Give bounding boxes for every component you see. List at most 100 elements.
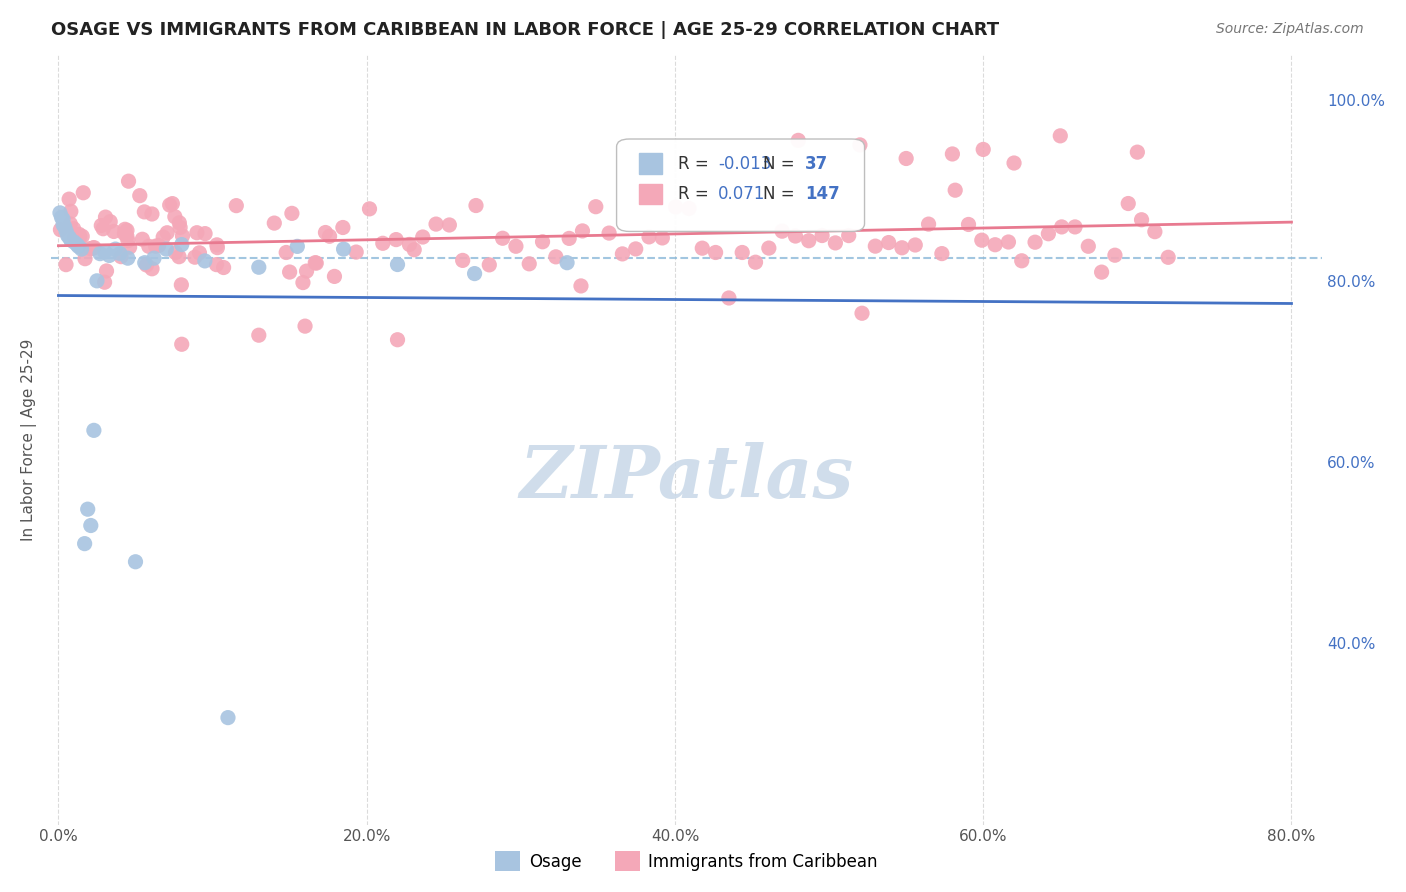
Point [167,250,190,264]
Point [690,241,713,255]
Point [131,232,153,246]
Point [295,264,318,278]
Point [212,260,235,275]
Point [1002,156,1025,170]
Point [997,235,1019,249]
Point [169,220,191,235]
Point [531,235,554,249]
Point [371,236,394,251]
Point [877,235,900,250]
Point [569,279,592,293]
Point [1091,265,1114,279]
Text: N =: N = [763,186,800,203]
Point [170,277,193,292]
Point [115,223,138,237]
Point [890,241,912,255]
Point [276,245,298,260]
Point [770,224,793,238]
Point [70,242,93,256]
Point [103,224,125,238]
Y-axis label: In Labor Force | Age 25-29: In Labor Force | Age 25-29 [21,338,37,541]
Point [387,258,409,272]
Point [1024,235,1046,250]
Point [285,239,308,253]
Point [148,238,170,252]
Text: R =: R = [678,186,714,203]
Point [291,276,314,290]
Point [263,216,285,230]
Point [170,337,193,351]
Point [1011,253,1033,268]
Point [585,200,607,214]
Point [117,251,139,265]
Point [904,238,927,252]
Point [278,265,301,279]
Point [145,239,167,253]
Point [318,229,340,244]
Point [838,228,860,243]
Point [141,261,163,276]
Point [115,229,138,244]
FancyBboxPatch shape [617,139,865,231]
Point [398,237,420,252]
Point [67,227,90,242]
Point [425,217,447,231]
Point [332,220,354,235]
Point [851,306,873,320]
Point [731,245,754,260]
Point [59,217,82,231]
Point [59,204,82,219]
Point [1038,227,1060,241]
Point [665,200,688,214]
Point [205,238,228,252]
Point [128,188,150,202]
Point [186,226,208,240]
Point [141,207,163,221]
Point [314,226,336,240]
Point [162,196,184,211]
Point [93,275,115,289]
Point [63,230,86,244]
Point [1130,212,1153,227]
Point [505,239,527,253]
Point [1104,248,1126,262]
Point [717,291,740,305]
Text: N =: N = [763,154,800,173]
Point [93,244,115,259]
Point [207,241,229,255]
Point [225,199,247,213]
Point [412,230,434,244]
Text: 147: 147 [804,186,839,203]
Text: 0.071: 0.071 [718,186,766,203]
Point [624,242,647,256]
Point [217,711,239,725]
Point [555,256,578,270]
Point [404,243,426,257]
Point [332,242,354,256]
Point [294,319,316,334]
Point [172,229,194,244]
Point [678,202,700,216]
Point [90,219,112,233]
Point [247,328,270,343]
Point [651,231,673,245]
Point [118,240,141,254]
Point [931,246,953,260]
Point [73,536,96,550]
Point [1077,239,1099,253]
Point [984,237,1007,252]
Point [811,228,834,243]
Point [69,229,91,244]
Point [155,242,177,256]
Point [612,247,634,261]
Point [970,233,993,247]
Point [917,217,939,231]
Point [52,218,75,232]
Point [941,147,963,161]
Point [704,245,727,260]
FancyBboxPatch shape [640,184,662,204]
Point [55,224,77,238]
Point [76,502,98,516]
Point [117,174,139,188]
Point [134,205,156,219]
